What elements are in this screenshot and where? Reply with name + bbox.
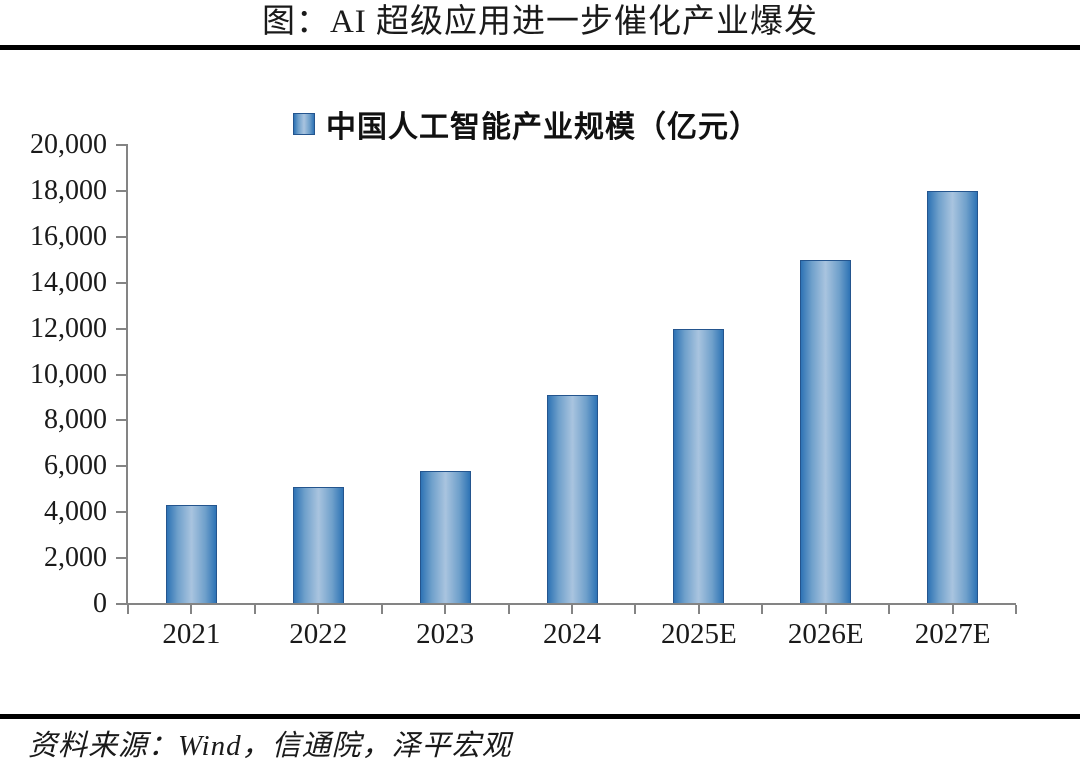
x-axis-tick [697,605,700,614]
y-axis-tick-label: 6,000 [44,450,107,482]
figure-title: 图：AI 超级应用进一步催化产业爆发 [261,4,819,40]
x-category-label: 2021 [162,618,221,650]
y-axis-tick-label: 20,000 [30,129,107,160]
y-axis-line [126,145,128,604]
y-axis-tick [116,189,128,192]
x-axis-tick [888,605,891,614]
y-axis-tick [116,235,128,238]
y-axis-tick-label: 0 [93,588,107,619]
y-axis-tick-label: 16,000 [30,220,107,252]
x-axis-line [126,603,1016,605]
legend-swatch-icon [293,113,315,135]
bar-2026E [800,260,852,604]
y-axis-tick [116,511,128,514]
bottom-divider [0,714,1080,719]
x-axis-tick [317,605,320,614]
x-category-label: 2025E [660,618,737,650]
y-axis-tick [116,144,128,146]
x-axis-tick [380,605,383,614]
x-category-label: 2026E [787,618,864,650]
y-axis-tick-label: 14,000 [30,266,107,298]
y-axis-tick-label: 18,000 [30,174,107,206]
x-axis-tick [824,605,827,614]
bar-2024 [546,395,598,604]
y-axis-tick-label: 2,000 [44,542,107,574]
chart-legend: 中国人工智能产业规模（亿元） [293,102,760,146]
x-category-label: 2024 [543,618,601,650]
bar-2023 [419,471,471,604]
x-axis-tick [253,605,256,614]
y-axis-tick [116,419,128,422]
x-category-label: 2022 [289,618,348,650]
x-axis-tick [507,605,510,614]
x-axis-tick [761,605,764,614]
x-axis-tick [634,605,637,614]
y-axis-tick-label: 12,000 [30,312,107,344]
y-axis-tick-label: 8,000 [44,404,107,436]
x-axis-tick [951,605,954,614]
x-axis-tick [571,605,573,614]
x-axis-tick [444,605,447,614]
bar-2022 [292,487,344,604]
y-axis-tick [116,327,128,330]
y-axis-tick [116,465,128,468]
y-axis-tick [116,603,128,605]
y-axis-tick-label: 10,000 [30,358,107,390]
legend-label: 中国人工智能产业规模（亿元） [326,111,760,144]
bar-2021 [165,505,217,604]
x-category-label: 2023 [416,618,475,650]
y-axis-tick [116,557,128,560]
bar-2027E [927,191,979,604]
y-axis-tick-label: 4,000 [44,496,107,528]
x-axis-tick [190,605,193,614]
x-category-label: 2027E [914,618,991,650]
y-axis-tick [116,281,128,284]
y-axis-tick [116,373,128,376]
top-divider [0,45,1080,50]
source-note: 资料来源：Wind，信通院，泽平宏观 [28,730,512,762]
x-axis-tick [1015,605,1017,614]
x-axis-tick [127,605,129,614]
bar-2025E [673,329,725,604]
